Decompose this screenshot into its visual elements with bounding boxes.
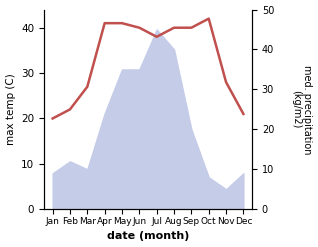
X-axis label: date (month): date (month) <box>107 231 189 242</box>
Y-axis label: med. precipitation
(kg/m2): med. precipitation (kg/m2) <box>291 65 313 154</box>
Y-axis label: max temp (C): max temp (C) <box>5 74 16 145</box>
